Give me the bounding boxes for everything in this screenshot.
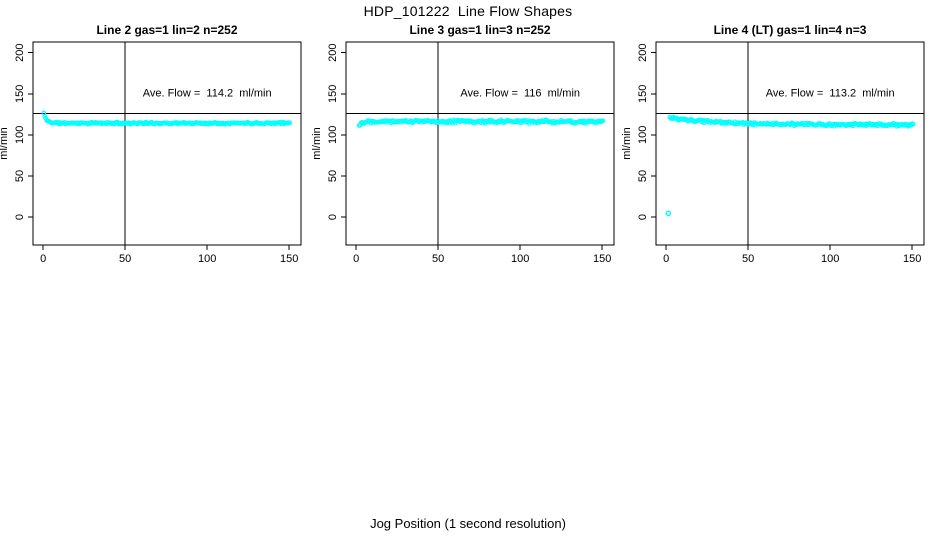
x-tick-label: 50	[432, 253, 444, 265]
x-tick-label: 150	[280, 253, 298, 265]
plot-box	[655, 41, 925, 246]
outlier-point	[665, 210, 672, 217]
x-tick-label: 0	[663, 253, 669, 265]
subplot-title: Line 4 (LT) gas=1 lin=4 n=3	[714, 23, 867, 37]
data-point	[910, 121, 916, 127]
y-axis-unit-label: ml/min	[621, 127, 633, 159]
subplot-title: Line 2 gas=1 lin=2 n=252	[96, 23, 237, 37]
x-tick-label: 100	[198, 253, 216, 265]
subplot-2: Line 3 gas=1 lin=3 n=252 0 50 100 150 0 50 100 1…	[311, 23, 615, 265]
x-tick-label: 100	[821, 253, 839, 265]
x-tick-label: 50	[119, 253, 131, 265]
y-tick-label: 50	[14, 170, 26, 182]
data-point	[287, 120, 293, 126]
data-point	[600, 118, 606, 124]
y-tick-label: 100	[14, 126, 26, 144]
data-points	[356, 117, 606, 128]
plot-box	[32, 41, 302, 246]
plot-box	[345, 41, 615, 246]
x-tick-label: 100	[511, 253, 529, 265]
x-tick-label: 150	[903, 253, 921, 265]
data-point	[486, 117, 492, 123]
subplot-title: Line 3 gas=1 lin=3 n=252	[409, 23, 550, 37]
y-tick-label: 150	[14, 85, 26, 103]
y-tick-label: 150	[637, 85, 649, 103]
y-tick-label: 50	[637, 170, 649, 182]
annotation-ave-flow: Ave. Flow = 116 ml/min	[460, 88, 580, 100]
main-title: HDP_101222 Line Flow Shapes	[363, 3, 573, 19]
y-axis-unit-label: ml/min	[0, 127, 10, 159]
data-points	[665, 114, 916, 217]
y-tick-label: 0	[637, 214, 649, 220]
x-tick-label: 150	[593, 253, 611, 265]
y-tick-label: 150	[327, 85, 339, 103]
subplot-3: Line 4 (LT) gas=1 lin=4 n=3 0 50 100 150 0 50 1…	[621, 23, 925, 265]
y-tick-label: 50	[327, 170, 339, 182]
x-tick-label: 50	[742, 253, 754, 265]
subplot-1: Line 2 gas=1 lin=2 n=252 0 50 100 150 0 50 100 1…	[0, 23, 302, 265]
y-tick-label: 0	[327, 214, 339, 220]
y-tick-label: 100	[327, 126, 339, 144]
y-tick-label: 200	[327, 44, 339, 62]
x-axis-label: Jog Position (1 second resolution)	[370, 516, 566, 531]
y-tick-label: 0	[14, 214, 26, 220]
y-tick-label: 100	[637, 126, 649, 144]
y-tick-label: 200	[14, 44, 26, 62]
annotation-ave-flow: Ave. Flow = 114.2 ml/min	[143, 88, 272, 100]
annotation-ave-flow: Ave. Flow = 113.2 ml/min	[766, 88, 895, 100]
y-axis-unit-label: ml/min	[311, 127, 323, 159]
x-tick-label: 0	[353, 253, 359, 265]
data-points	[41, 110, 293, 127]
y-tick-label: 200	[637, 44, 649, 62]
x-tick-label: 0	[40, 253, 46, 265]
